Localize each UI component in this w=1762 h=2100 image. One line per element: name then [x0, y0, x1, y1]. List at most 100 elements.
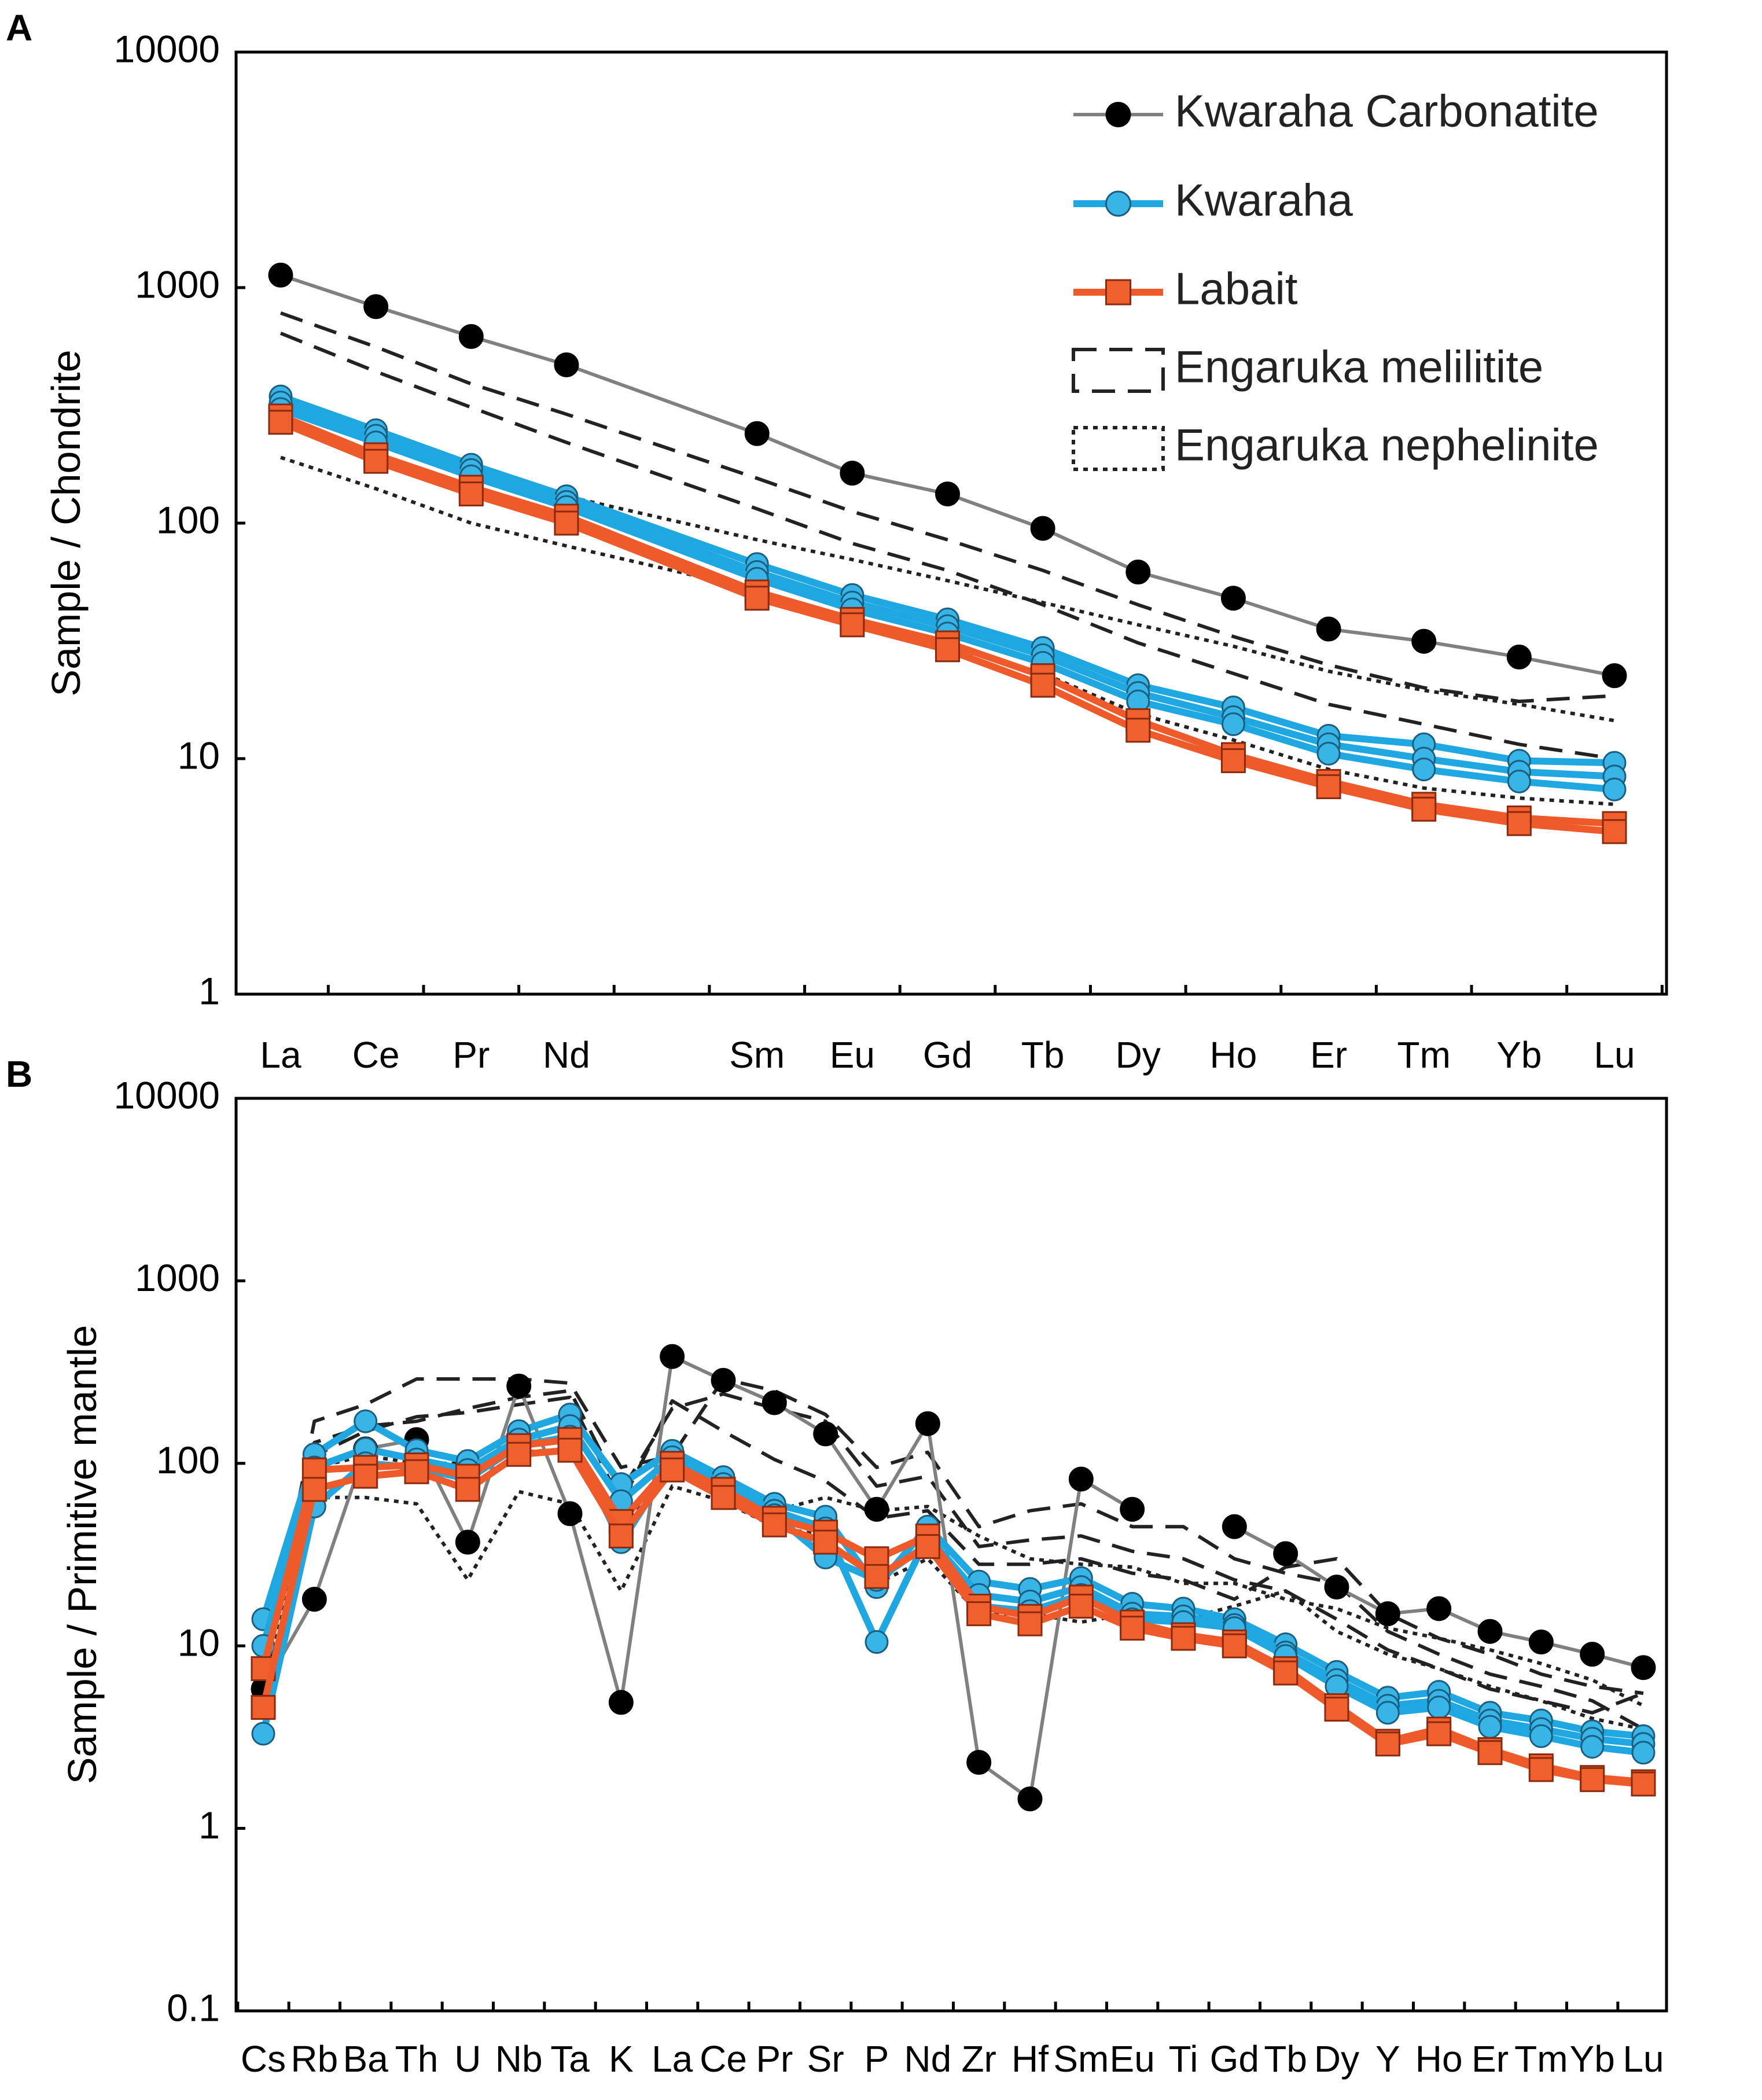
- data-point-carbonatite: [557, 1501, 583, 1527]
- data-point-kwaraha: [1427, 1696, 1451, 1720]
- data-point-labait: [301, 1477, 327, 1502]
- data-point-carbonatite: [1506, 644, 1532, 670]
- data-point-labait: [1324, 1697, 1349, 1722]
- data-point-labait: [353, 1463, 378, 1489]
- data-point-carbonatite: [1631, 1655, 1656, 1680]
- data-point-kwaraha: [1375, 1701, 1400, 1725]
- x-tick-label: Eu: [1110, 2038, 1155, 2080]
- y-axis-title: Sample / Primitive mantle: [60, 1325, 105, 1785]
- data-point-labait: [1411, 796, 1437, 822]
- data-point-carbonatite: [1426, 1596, 1452, 1621]
- x-tick-label: Sm: [729, 1034, 785, 1076]
- data-point-carbonatite: [268, 262, 293, 288]
- data-point-carbonatite: [608, 1690, 634, 1715]
- data-point-carbonatite: [554, 352, 579, 377]
- data-point-carbonatite: [1580, 1642, 1605, 1667]
- x-tick-label: Tb: [1264, 2038, 1307, 2080]
- data-point-labait: [864, 1564, 889, 1589]
- data-point-kwaraha: [1602, 777, 1627, 801]
- data-point-labait: [1120, 1616, 1145, 1641]
- series-line-kwaraha: [260, 1411, 1644, 1740]
- panel-label: A: [6, 7, 32, 49]
- y-tick-label: 10000: [113, 1073, 220, 1116]
- y-tick-label: 100: [156, 498, 220, 541]
- data-point-labait: [1316, 774, 1341, 800]
- data-point-carbonatite: [1273, 1541, 1298, 1566]
- x-tick-label: Ce: [352, 1034, 400, 1076]
- data-point-carbonatite: [1602, 663, 1627, 689]
- legend-label: Engaruka nephelinite: [1175, 420, 1599, 470]
- data-point-carbonatite: [1068, 1466, 1094, 1492]
- data-point-labait: [1602, 819, 1627, 844]
- series-line-melilitite: [262, 1377, 1645, 1731]
- x-tick-label: Rb: [290, 2038, 338, 2080]
- data-point-labait: [1030, 672, 1055, 698]
- data-point-carbonatite: [1528, 1630, 1554, 1655]
- series-line-labait: [260, 1447, 1644, 1788]
- data-point-carbonatite: [1375, 1601, 1400, 1627]
- data-point-kwaraha: [1507, 769, 1531, 793]
- data-point-carbonatite: [660, 1344, 685, 1369]
- data-point-labait: [660, 1457, 685, 1483]
- data-point-labait: [1426, 1721, 1452, 1746]
- data-point-kwaraha: [1478, 1715, 1502, 1739]
- data-point-carbonatite: [744, 421, 770, 446]
- data-point-carbonatite: [1017, 1786, 1043, 1812]
- x-tick-label: Er: [1310, 1034, 1347, 1076]
- x-tick-label: Nd: [543, 1034, 590, 1076]
- data-point-labait: [458, 481, 484, 507]
- x-tick-label: Zr: [961, 2038, 996, 2080]
- data-point-carbonatite: [363, 294, 389, 319]
- legend-label: Engaruka melilitite: [1175, 341, 1543, 392]
- x-tick-label: La: [652, 2038, 693, 2080]
- data-point-kwaraha: [354, 1409, 378, 1433]
- data-point-kwaraha: [1221, 712, 1245, 737]
- data-point-labait: [813, 1529, 838, 1555]
- data-point-carbonatite: [1125, 559, 1151, 584]
- data-point-labait: [404, 1459, 429, 1484]
- series-line-kwaraha: [279, 406, 1615, 793]
- data-point-kwaraha: [1631, 1741, 1656, 1765]
- x-tick-label: Y: [1375, 2038, 1400, 2080]
- data-point-labait: [1528, 1757, 1554, 1782]
- data-point-labait: [1222, 1633, 1247, 1658]
- data-point-carbonatite: [1324, 1575, 1349, 1600]
- series-line-melilitite: [262, 1395, 1644, 1696]
- legend-entry: Engaruka melilitite: [1072, 341, 1543, 393]
- data-point-labait: [762, 1512, 787, 1538]
- x-tick-label: Yb: [1570, 2038, 1615, 2080]
- data-point-carbonatite: [966, 1750, 992, 1775]
- series-line-melilitite: [279, 332, 1615, 760]
- y-tick-label: 10: [178, 734, 220, 777]
- data-point-labait: [1631, 1771, 1656, 1797]
- data-point-carbonatite: [840, 461, 865, 486]
- data-point-labait: [363, 448, 389, 474]
- data-point-labait: [1580, 1767, 1605, 1792]
- data-point-carbonatite: [915, 1411, 940, 1436]
- data-point-kwaraha: [865, 1630, 889, 1654]
- data-point-labait: [1375, 1731, 1400, 1757]
- data-point-labait: [506, 1441, 532, 1467]
- data-point-carbonatite: [711, 1367, 736, 1393]
- data-point-carbonatite: [813, 1421, 838, 1447]
- x-tick-label: Dy: [1116, 1034, 1161, 1076]
- data-point-carbonatite: [864, 1496, 889, 1522]
- x-tick-label: Th: [395, 2038, 439, 2080]
- data-point-kwaraha: [1316, 741, 1341, 766]
- x-tick-label: Nb: [495, 2038, 543, 2080]
- data-point-kwaraha: [251, 1722, 275, 1746]
- series-line-labait: [279, 419, 1615, 836]
- data-point-labait: [268, 410, 293, 435]
- data-point-carbonatite: [458, 323, 484, 349]
- data-point-labait: [608, 1523, 634, 1549]
- legend-label: Kwaraha: [1175, 175, 1353, 226]
- data-point-labait: [557, 1437, 583, 1463]
- series-line-carbonatite: [280, 273, 1615, 678]
- x-tick-label: U: [454, 2038, 481, 2080]
- data-point-carbonatite: [1220, 586, 1246, 611]
- x-tick-label: Pr: [756, 2038, 793, 2080]
- series-line-labait: [260, 1436, 1644, 1786]
- series-line-nephelinite: [280, 455, 1615, 806]
- data-point-labait: [935, 637, 960, 663]
- x-tick-label: P: [865, 2038, 889, 2080]
